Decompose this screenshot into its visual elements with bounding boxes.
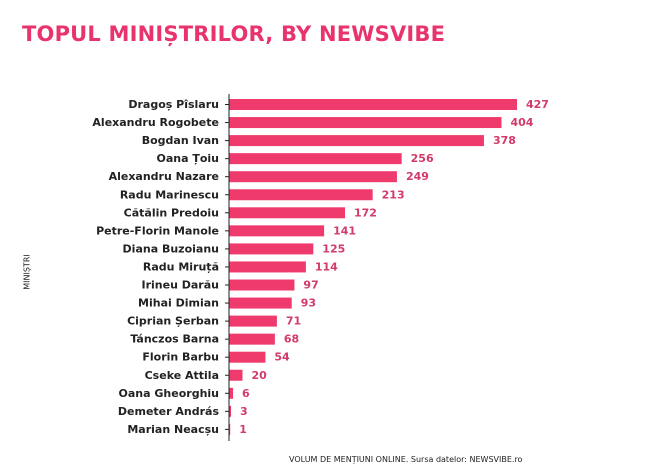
bar-value-label: 54 (274, 351, 290, 364)
bar (229, 297, 292, 309)
category-label: Ciprian Șerban (127, 315, 219, 328)
bar-value-label: 378 (493, 134, 516, 147)
bar-value-label: 213 (382, 188, 405, 201)
category-label: Cătălin Predoiu (124, 206, 219, 219)
bar (229, 171, 397, 183)
bar-value-label: 6 (242, 387, 250, 400)
bar (229, 333, 275, 345)
bar-value-label: 68 (284, 333, 299, 346)
category-label: Florin Barbu (142, 351, 219, 364)
bar-value-label: 404 (510, 116, 533, 129)
category-label: Radu Marinescu (120, 188, 219, 201)
category-label: Marian Neacșu (127, 423, 219, 436)
category-label: Mihai Dimian (138, 297, 219, 310)
category-label: Oana Țoiu (156, 152, 219, 165)
category-label: Irineu Darău (142, 279, 219, 292)
bar (229, 225, 325, 237)
bar-value-label: 114 (315, 260, 338, 273)
bar (229, 351, 266, 363)
category-label: Dragoș Pîslaru (128, 98, 219, 111)
bar (229, 405, 232, 417)
bar (229, 207, 346, 219)
bar-value-label: 3 (240, 405, 248, 418)
bar-value-label: 1 (239, 423, 247, 436)
bar-value-label: 93 (301, 297, 316, 310)
bar (229, 153, 402, 165)
bar (229, 117, 502, 129)
bar-value-label: 71 (286, 315, 301, 328)
category-label: Demeter András (118, 405, 220, 418)
bar (229, 261, 306, 273)
bar-value-label: 172 (354, 206, 377, 219)
bars-group: Dragoș Pîslaru 427 Alexandru Rogobete 404 Bo… (92, 98, 549, 436)
bar (229, 189, 373, 201)
bar (229, 99, 517, 110)
bar (229, 423, 231, 435)
bar (229, 315, 277, 327)
bar-value-label: 141 (333, 224, 356, 237)
category-label: Bogdan Ivan (142, 134, 219, 147)
bar-value-label: 97 (303, 279, 318, 292)
bar-value-label: 249 (406, 170, 429, 183)
bar-value-label: 125 (322, 242, 345, 255)
category-label: Tánczos Barna (130, 333, 219, 346)
bar (229, 243, 314, 255)
bar (229, 279, 295, 291)
category-label: Oana Gheorghiu (119, 387, 219, 400)
category-label: Cseke Attila (145, 369, 219, 382)
bar-value-label: 20 (251, 369, 267, 382)
category-label: Diana Buzoianu (123, 242, 219, 255)
bar-value-label: 427 (526, 98, 549, 111)
category-label: Radu Miruță (143, 260, 219, 273)
bar (229, 135, 484, 147)
category-label: Petre-Florin Manole (96, 224, 219, 237)
x-axis-label: VOLUM DE MENȚIUNI ONLINE. Sursa datelor:… (289, 455, 523, 464)
bar-value-label: 256 (411, 152, 434, 165)
bar (229, 369, 243, 381)
bar (229, 387, 234, 399)
category-label: Alexandru Nazare (109, 170, 219, 183)
category-label: Alexandru Rogobete (92, 116, 219, 129)
chart-title: TOPUL MINIȘTRILOR, BY NEWSVIBE (22, 22, 446, 46)
